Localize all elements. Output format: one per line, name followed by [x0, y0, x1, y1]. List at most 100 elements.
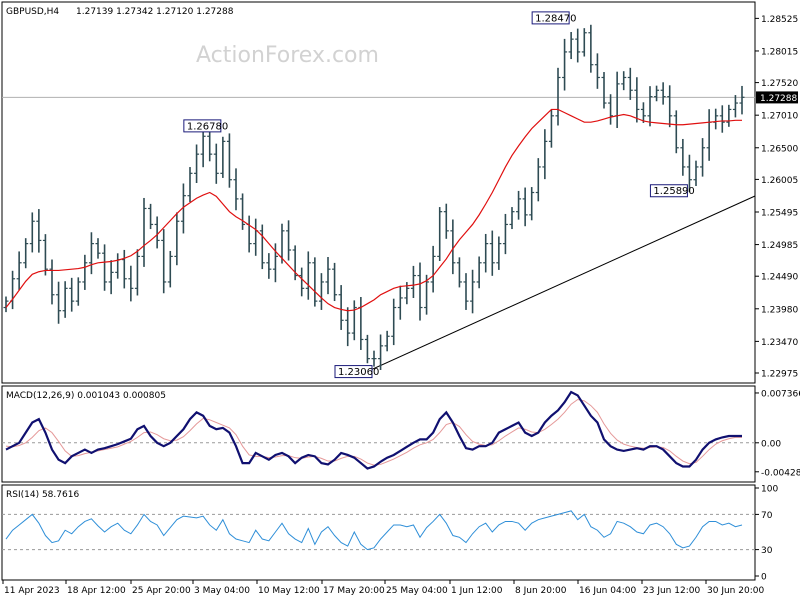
macd-line — [5, 390, 742, 470]
price-bar — [391, 298, 397, 346]
price-bar — [483, 233, 489, 273]
time-tick-label: 11 Apr 2023 — [4, 586, 60, 596]
chart-ohlc: 1.27139 1.27342 1.27120 1.27288 — [76, 7, 234, 17]
price-annotation: 1.28470 — [531, 11, 577, 25]
price-bar — [95, 238, 101, 259]
rsi-label: RSI(14) 58.7616 — [6, 490, 79, 500]
macd-tick-label: -0.004286 — [761, 468, 800, 478]
price-bar — [49, 259, 55, 305]
price-bar — [207, 129, 213, 162]
axis-layer: 1.28525 1.28015 1.27520 1.27010 1.26500 1.260… — [2, 15, 800, 596]
price-tick-label: 1.26500 — [761, 144, 798, 154]
price-tick-label: 1.27010 — [761, 112, 798, 122]
macd-layer — [2, 390, 755, 470]
price-bar — [213, 143, 219, 184]
price-bar — [62, 281, 68, 318]
price-bar — [384, 330, 390, 352]
price-bar — [36, 209, 42, 253]
time-tick-label: 25 Apr 20:00 — [132, 586, 191, 596]
price-panel-frame — [1, 1, 756, 384]
price-bar — [693, 160, 699, 187]
price-bar — [450, 219, 456, 275]
time-tick-label: 18 Apr 12:00 — [67, 586, 126, 596]
price-bar — [220, 136, 226, 178]
rsi-line — [5, 510, 743, 551]
rsi-layer — [2, 510, 755, 551]
time-tick-label: 17 May 20:00 — [323, 586, 385, 596]
time-tick-label: 1 Jun 12:00 — [451, 586, 503, 596]
price-bar — [75, 277, 81, 306]
price-bar — [581, 28, 587, 57]
price-bar — [108, 260, 114, 295]
moving-average-line — [5, 108, 742, 312]
macd-tick-label: 0.007366 — [761, 389, 800, 399]
price-bar — [719, 105, 725, 133]
price-bar — [312, 257, 318, 307]
price-annotation-text: 1.26780 — [187, 121, 228, 132]
price-tick-label: 1.28525 — [761, 15, 798, 25]
time-tick-label: 23 Jun 12:00 — [643, 586, 700, 596]
price-bar — [496, 236, 502, 270]
time-tick-label: 16 Jun 04:00 — [579, 586, 636, 596]
price-bar — [338, 285, 344, 330]
price-bar — [194, 144, 200, 183]
price-annotation-text: 1.28470 — [535, 13, 576, 24]
price-bar — [568, 32, 574, 60]
price-bar — [522, 187, 528, 227]
price-bar — [318, 273, 324, 310]
price-bar — [154, 216, 160, 249]
price-bar — [16, 251, 22, 291]
rsi-tick-label: 30 — [761, 546, 773, 556]
price-bar — [141, 197, 147, 267]
price-bar — [161, 229, 167, 294]
price-annotation-text: 1.25890 — [653, 186, 694, 197]
price-bar — [371, 350, 377, 367]
price-tick-label: 1.24490 — [761, 273, 798, 283]
price-bar — [69, 277, 75, 312]
price-bar — [299, 267, 305, 297]
chart-symbol: GBPUSD,H4 — [6, 7, 59, 17]
watermark-text: ActionForex.com — [196, 43, 379, 68]
price-bar — [667, 85, 673, 128]
price-bar — [351, 300, 357, 341]
price-bar — [555, 67, 561, 126]
price-tick-label: 1.27520 — [761, 79, 798, 89]
price-bar — [700, 138, 706, 177]
price-tick-label: 1.23470 — [761, 338, 798, 348]
price-bar — [174, 212, 180, 266]
macd-label: MACD(12,26,9) 0.001043 0.000805 — [6, 391, 166, 401]
price-layer: 1.26780 1.23060 1.28470 1.25890 — [2, 11, 756, 379]
price-bar — [443, 203, 449, 239]
price-bar — [148, 203, 154, 230]
price-bar — [233, 168, 239, 211]
price-tick-label: 1.22975 — [761, 370, 798, 380]
price-bar — [588, 24, 594, 73]
price-bar — [509, 207, 515, 230]
price-bar — [167, 250, 173, 288]
price-bar — [470, 269, 476, 314]
time-tick-label: 30 Jun 20:00 — [707, 586, 764, 596]
price-bar — [378, 334, 384, 370]
price-bar — [417, 262, 423, 321]
current-price-badge — [756, 91, 798, 104]
price-bar — [29, 212, 35, 253]
price-bar — [502, 213, 508, 255]
price-bar — [608, 94, 614, 125]
price-bar — [437, 207, 443, 261]
price-bar — [286, 220, 292, 261]
price-bar — [529, 187, 535, 221]
price-bar — [23, 238, 29, 269]
price-bar — [3, 296, 9, 313]
price-bar — [397, 285, 403, 320]
price-bar — [647, 86, 653, 127]
price-bar — [476, 256, 482, 289]
price-bar — [601, 72, 607, 109]
price-annotation: 1.26780 — [183, 119, 228, 133]
price-bar — [272, 243, 278, 283]
price-tick-label: 1.24985 — [761, 241, 798, 251]
price-bar — [627, 67, 633, 100]
price-bar — [305, 251, 311, 300]
price-bar — [424, 274, 430, 315]
price-bar — [56, 281, 62, 324]
price-bar — [654, 85, 660, 102]
